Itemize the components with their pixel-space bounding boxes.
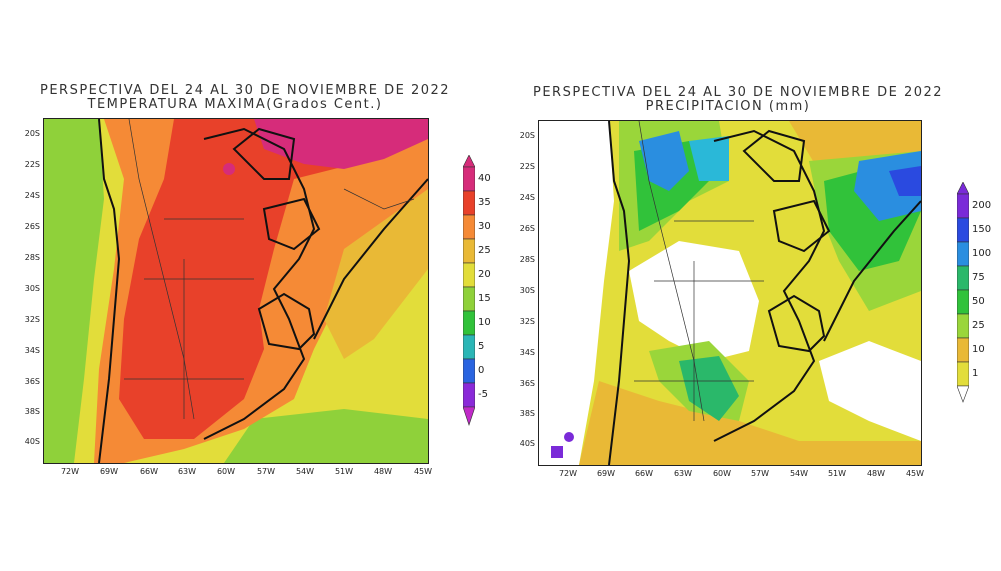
temperature-colorbar-label: 5 [478, 341, 485, 352]
lon-tick: 51W [334, 467, 354, 476]
lon-tick: 66W [634, 469, 654, 478]
lat-tick: 40S [24, 437, 40, 446]
lon-tick: 45W [413, 467, 433, 476]
lon-tick: 60W [712, 469, 732, 478]
precipitation-title-line1: PERSPECTIVA DEL 24 AL 30 DE NOVIEMBRE DE… [533, 85, 944, 100]
lon-tick: 66W [139, 467, 159, 476]
temperature-title-line2: TEMPERATURA MAXIMA(Grados Cent.) [87, 97, 383, 112]
lon-tick: 72W [60, 467, 80, 476]
lon-tick: 48W [866, 469, 886, 478]
lon-tick: 63W [177, 467, 197, 476]
lat-tick: 28S [519, 255, 535, 264]
lat-tick: 30S [24, 284, 40, 293]
precipitation-map [538, 120, 922, 466]
lat-tick: 38S [24, 407, 40, 416]
precipitation-colorbar-label: 50 [972, 296, 985, 307]
lat-tick: 34S [519, 348, 535, 357]
temperature-colorbar-label: 15 [478, 293, 491, 304]
lat-tick: 32S [24, 315, 40, 324]
lat-tick: 20S [519, 131, 535, 140]
lat-tick: 36S [519, 379, 535, 388]
lon-tick: 72W [558, 469, 578, 478]
temperature-colorbar-label: 10 [478, 317, 491, 328]
lon-tick: 51W [827, 469, 847, 478]
lat-tick: 26S [519, 224, 535, 233]
lat-tick: 36S [24, 377, 40, 386]
precipitation-colorbar-label: 100 [972, 248, 992, 259]
precipitation-colorbar [956, 181, 970, 404]
lat-tick: 38S [519, 409, 535, 418]
lat-tick: 34S [24, 346, 40, 355]
lon-tick: 48W [373, 467, 393, 476]
temperature-map [43, 118, 429, 464]
lon-tick: 63W [673, 469, 693, 478]
lon-tick: 57W [256, 467, 276, 476]
lat-tick: 28S [24, 253, 40, 262]
temperature-colorbar-label: 20 [478, 269, 491, 280]
temperature-colorbar-label: -5 [478, 389, 488, 400]
precipitation-colorbar-label: 150 [972, 224, 992, 235]
temperature-colorbar-label: 40 [478, 173, 491, 184]
lat-tick: 30S [519, 286, 535, 295]
temperature-colorbar-label: 0 [478, 365, 485, 376]
lon-tick: 45W [905, 469, 925, 478]
temperature-colorbar-label: 35 [478, 197, 491, 208]
lat-tick: 22S [24, 160, 40, 169]
lon-tick: 57W [750, 469, 770, 478]
precipitation-colorbar-label: 10 [972, 344, 985, 355]
temperature-colorbar-label: 30 [478, 221, 491, 232]
precipitation-title-line2: PRECIPITACION (mm) [645, 99, 811, 114]
lon-tick: 69W [99, 467, 119, 476]
precipitation-colorbar-label: 200 [972, 200, 992, 211]
lon-tick: 69W [596, 469, 616, 478]
precipitation-colorbar-label: 1 [972, 368, 979, 379]
temperature-title-line1: PERSPECTIVA DEL 24 AL 30 DE NOVIEMBRE DE… [40, 83, 451, 98]
lon-tick: 54W [789, 469, 809, 478]
precipitation-colorbar-label: 75 [972, 272, 985, 283]
lon-tick: 54W [295, 467, 315, 476]
temperature-colorbar [462, 154, 476, 427]
lat-tick: 32S [519, 317, 535, 326]
lat-tick: 26S [24, 222, 40, 231]
lat-tick: 22S [519, 162, 535, 171]
lat-tick: 40S [519, 439, 535, 448]
precipitation-colorbar-label: 25 [972, 320, 985, 331]
lat-tick: 24S [519, 193, 535, 202]
temperature-colorbar-label: 25 [478, 245, 491, 256]
lon-tick: 60W [216, 467, 236, 476]
lat-tick: 20S [24, 129, 40, 138]
lat-tick: 24S [24, 191, 40, 200]
